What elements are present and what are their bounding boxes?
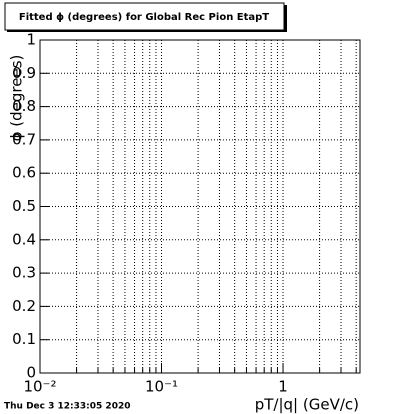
y-axis-label: ϕ (degrees): [8, 55, 26, 142]
y-tick-label: 0.8: [12, 97, 36, 115]
y-tick-label: 0.6: [12, 164, 36, 182]
x-tick-label: 1: [278, 378, 288, 396]
title-box: [4, 2, 285, 31]
x-tick-label: 10⁻¹: [145, 378, 178, 396]
y-tick-label: 0: [26, 364, 36, 382]
plot-frame: [39, 39, 361, 374]
chart-title: Fitted ϕ (degrees) for Global Rec Pion E…: [19, 12, 269, 23]
y-tick-label: 0.4: [12, 230, 36, 248]
y-tick-label: 0.5: [12, 197, 36, 215]
y-tick-label: 0.3: [12, 264, 36, 282]
y-tick-label: 1: [26, 31, 36, 49]
x-axis-label: pT/|q| (GeV/c): [255, 396, 359, 414]
y-tick-label: 0.1: [12, 330, 36, 348]
y-tick-label: 0.9: [12, 64, 36, 82]
y-tick-label: 0.7: [12, 130, 36, 148]
footer-date: Thu Dec 3 12:33:05 2020: [4, 402, 130, 412]
x-tick-label: 10⁻²: [23, 378, 56, 396]
y-tick-label: 0.2: [12, 297, 36, 315]
